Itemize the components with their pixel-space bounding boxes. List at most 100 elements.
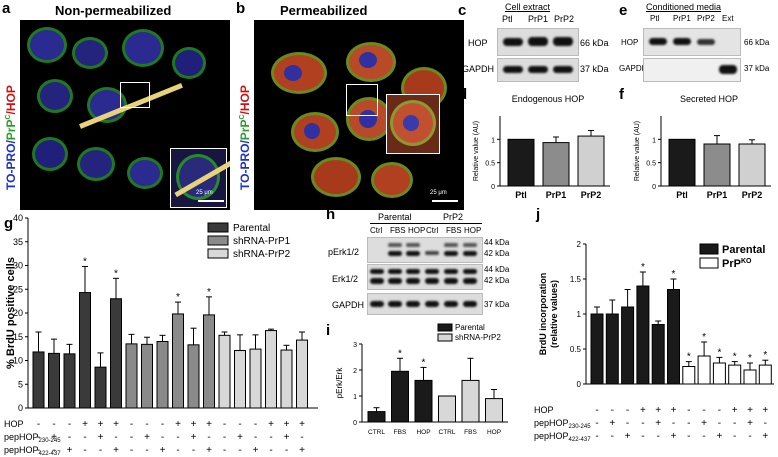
treatment-mark: -: [192, 445, 195, 456]
treatment-mark: +: [762, 431, 768, 442]
panel-c-title: Cell extract: [505, 2, 551, 12]
treatment-mark: -: [145, 419, 148, 430]
bar-6: [682, 366, 696, 385]
chart-brdu-incorporation: BrdU incorporation(relative values) 0 0.5 1…: [534, 240, 774, 443]
treatment-mark: +: [98, 432, 104, 443]
y-tick-label: 20: [13, 308, 23, 318]
bar-17: [296, 339, 308, 409]
panel-c-letter: c: [458, 2, 467, 19]
panel-e-gapdh-label: GAPDH: [619, 64, 648, 73]
treatment-mark: -: [114, 432, 117, 443]
treatment-mark: -: [68, 432, 71, 443]
panel-e-gapdh-blot: [643, 58, 741, 82]
chart-endogenous-hop: Endogenous HOP Relative value (AU) 0 0.5 1 Pt…: [473, 94, 610, 200]
treatment-mark: -: [176, 445, 179, 456]
treatment-mark: -: [611, 431, 614, 442]
panel-i-letter: i: [326, 322, 331, 339]
bar-14: [249, 348, 262, 409]
bar-10: [187, 344, 200, 409]
panel-a-title: Non-permeabilized: [55, 3, 172, 18]
y-axis-label: pErk/Erk: [335, 367, 344, 399]
treatment-mark: +: [640, 405, 646, 416]
treatment-mark: +: [51, 432, 57, 443]
panel-h-erk-label: Erk1/2: [332, 274, 359, 284]
x-tick-label: PrP1: [707, 190, 728, 200]
panel-b-scale-text: 25 μm: [430, 190, 447, 196]
bar-10: [743, 369, 757, 385]
y-tick-label: 15: [13, 332, 23, 342]
panel-a-micrograph: 25 μm: [20, 20, 230, 210]
treatment-mark: -: [748, 431, 751, 442]
bar-11: [203, 314, 215, 409]
treatment-mark: +: [113, 445, 119, 456]
treatment-mark: +: [732, 405, 738, 416]
treatment-mark: -: [238, 419, 241, 430]
panel-h-group-parental: Parental: [378, 212, 412, 222]
legend-label-1: shRNA-PrP1: [233, 236, 291, 247]
y-axis-label: Relative value (AU): [634, 121, 641, 181]
treatment-mark: -: [176, 432, 179, 443]
bar-5: [485, 398, 503, 423]
y-tick-label: 1: [577, 310, 582, 319]
treatment-mark: -: [641, 418, 644, 429]
y-tick-label: 0: [577, 380, 582, 389]
treatment-mark: -: [68, 419, 71, 430]
panel-h-gapdh-blot: [367, 293, 483, 315]
bar-5: [110, 298, 122, 409]
treatment-mark: -: [145, 445, 148, 456]
y-tick-label: 0.5: [570, 345, 582, 354]
bar-4: [651, 324, 665, 385]
bar-9: [728, 364, 742, 385]
treatment-mark: -: [83, 445, 86, 456]
bar-0: [590, 313, 604, 385]
panel-e-hop-label: HOP: [621, 38, 639, 47]
y-tick-label: 0: [18, 403, 23, 413]
panel-c-hop-kda: 66 kDa: [580, 38, 609, 48]
x-tick-label: PrP1: [546, 190, 567, 200]
bar-15: [265, 330, 277, 409]
treatment-mark: +: [625, 431, 631, 442]
panel-h-letter: h: [326, 206, 336, 223]
bar-1: [703, 143, 731, 187]
treatment-mark: +: [284, 432, 290, 443]
treatment-mark: -: [130, 445, 133, 456]
treatment-mark: -: [595, 431, 598, 442]
treatment-mark: +: [98, 419, 104, 430]
treatment-mark: +: [237, 432, 243, 443]
bar-16: [280, 349, 293, 409]
x-tick-label: HOP: [487, 429, 501, 436]
bar-11: [758, 364, 772, 385]
panel-d-letter: d: [458, 86, 468, 103]
treatment-mark: +: [82, 419, 88, 430]
treatment-mark: +: [762, 405, 768, 416]
y-tick-label: 1.5: [570, 275, 582, 284]
treatment-mark: -: [718, 418, 721, 429]
x-tick-label: Ptl: [515, 190, 527, 200]
panel-b-stain-label: TO-PRO/PrPC/HOP: [238, 85, 252, 190]
panel-c-hop-blot: [497, 28, 579, 56]
treatment-mark: -: [254, 419, 257, 430]
treatment-mark: -: [641, 431, 644, 442]
panel-c-gapdh-label: GAPDH: [462, 64, 495, 74]
panel-b-scale-bar: [432, 200, 458, 202]
treatment-mark: -: [687, 405, 690, 416]
x-tick-label: Ptl: [676, 190, 688, 200]
bar-6: [125, 343, 138, 409]
treatment-mark: +: [67, 445, 73, 456]
panel-f-letter: f: [619, 86, 624, 103]
significance-star-5: *: [672, 269, 676, 280]
x-tick-label: PrP2: [581, 190, 602, 200]
treatment-label-0: HOP: [4, 419, 24, 429]
treatment-mark: -: [595, 418, 598, 429]
y-tick-label: 30: [13, 261, 23, 271]
treatment-mark: -: [99, 445, 102, 456]
treatment-mark: -: [733, 418, 736, 429]
significance-star-3: *: [641, 262, 645, 273]
panel-h-perk-kda-44: 44 kDa: [484, 238, 510, 247]
treatment-mark: -: [285, 445, 288, 456]
bar-3: [438, 395, 456, 423]
bar-12: [218, 334, 231, 409]
bar-2: [63, 353, 76, 409]
treatment-mark: -: [672, 418, 675, 429]
panel-h-perk-blot: [367, 237, 483, 263]
